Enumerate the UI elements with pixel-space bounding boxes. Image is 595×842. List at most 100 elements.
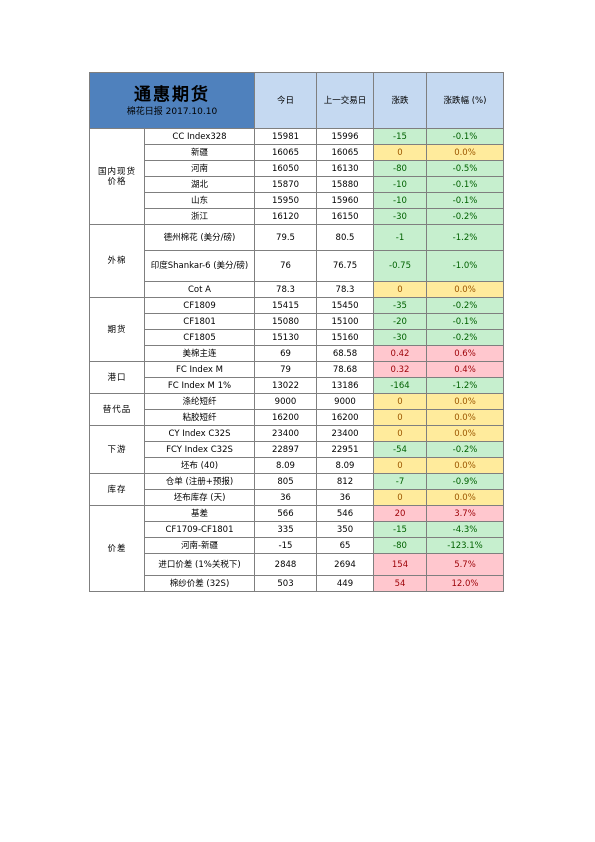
change-pct: 3.7% [426,505,504,522]
today-value: 16050 [254,160,317,177]
item-name: 仓单 (注册+预报) [144,473,255,490]
today-value: 22897 [254,441,317,458]
item-name: CF1709-CF1801 [144,521,255,538]
table-row: 河南 16050 16130 -80 -0.5% [90,160,504,177]
today-value: 79.5 [254,224,317,251]
cotton-daily-report-table: 通惠期货 棉花日报 2017.10.10 今日 上一交易日 涨跌 涨跌幅 (%)… [89,72,504,592]
change-pct: -0.2% [426,441,504,458]
change-value: -15 [373,521,427,538]
col-header-prev: 上一交易日 [316,72,374,129]
today-value: 23400 [254,425,317,442]
col-header-today: 今日 [254,72,317,129]
change-value: -164 [373,377,427,394]
col-header-change: 涨跌 [373,72,427,129]
change-pct: -0.1% [426,128,504,145]
prev-value: 15996 [316,128,374,145]
change-value: 0 [373,409,427,426]
change-pct: 0.0% [426,144,504,161]
item-name: 基差 [144,505,255,522]
prev-value: 22951 [316,441,374,458]
today-value: 78.3 [254,281,317,298]
today-value: 69 [254,345,317,362]
today-value: 9000 [254,393,317,410]
item-name: 美棉主连 [144,345,255,362]
prev-value: 15880 [316,176,374,193]
item-name: Cot A [144,281,255,298]
table-row: 山东 15950 15960 -10 -0.1% [90,192,504,209]
table-row: 棉纱价差 (32S) 503 449 54 12.0% [90,575,504,592]
today-value: 16120 [254,208,317,225]
today-value: 15950 [254,192,317,209]
item-name: 河南 [144,160,255,177]
today-value: 16200 [254,409,317,426]
today-value: 2848 [254,553,317,576]
today-value: 15130 [254,329,317,346]
change-pct: 5.7% [426,553,504,576]
table-row: 替代品 涤纶短纤 9000 9000 0 0.0% [89,393,504,426]
item-name: CF1809 [144,297,255,314]
change-pct: -4.3% [426,521,504,538]
prev-value: 812 [316,473,374,490]
prev-value: 15100 [316,313,374,330]
table-row: 下游 CY Index C32S 23400 23400 0 0.0% [89,425,504,474]
item-name: 新疆 [144,144,255,161]
today-value: 8.09 [254,457,317,474]
change-value: 0.42 [373,345,427,362]
change-pct: 0.0% [426,393,504,410]
change-value: -10 [373,192,427,209]
prev-value: 16065 [316,144,374,161]
today-value: 805 [254,473,317,490]
table-row: 湖北 15870 15880 -10 -0.1% [90,176,504,193]
table-row: 价差 基差 566 546 20 3.7% [89,505,504,592]
table-row: CF1709-CF1801 335 350 -15 -4.3% [90,521,504,538]
prev-value: 15160 [316,329,374,346]
report-title: 通惠期货 [134,84,210,105]
change-value: -80 [373,160,427,177]
change-pct: 0.0% [426,489,504,506]
prev-value: 2694 [316,553,374,576]
change-pct: 12.0% [426,575,504,592]
change-value: 0 [373,425,427,442]
change-value: 20 [373,505,427,522]
prev-value: 13186 [316,377,374,394]
prev-value: 350 [316,521,374,538]
change-value: -7 [373,473,427,490]
table-row: 印度Shankar-6 (美分/磅) 76 76.75 -0.75 -1.0% [90,250,504,282]
item-name: CY Index C32S [144,425,255,442]
change-value: -54 [373,441,427,458]
item-name: 粘胶短纤 [144,409,255,426]
category-label: 外棉 [89,224,145,298]
change-pct: -1.2% [426,224,504,251]
table-row: 期货 CF1809 15415 15450 -35 -0.2% [89,297,504,362]
change-value: -30 [373,329,427,346]
change-pct: -0.1% [426,313,504,330]
prev-value: 36 [316,489,374,506]
item-name: FC Index M 1% [144,377,255,394]
prev-value: 16150 [316,208,374,225]
item-name: 河南-新疆 [144,537,255,554]
prev-value: 8.09 [316,457,374,474]
item-name: 进口价差 (1%关税下) [144,553,255,576]
today-value: 15080 [254,313,317,330]
item-name: 德州棉花 (美分/磅) [144,224,255,251]
today-value: 13022 [254,377,317,394]
prev-value: 546 [316,505,374,522]
category-label: 替代品 [89,393,145,426]
category-label: 库存 [89,473,145,506]
table-row: 坯布 (40) 8.09 8.09 0 0.0% [90,457,504,474]
change-pct: -1.0% [426,250,504,282]
today-value: 36 [254,489,317,506]
change-pct: -0.5% [426,160,504,177]
table-row: 粘胶短纤 16200 16200 0 0.0% [90,409,504,426]
item-name: CC Index328 [144,128,255,145]
table-row: Cot A 78.3 78.3 0 0.0% [90,281,504,298]
table-row: FCY Index C32S 22897 22951 -54 -0.2% [90,441,504,458]
item-name: CF1805 [144,329,255,346]
category-label: 国内现货价格 [89,128,145,225]
table-row: 港口 FC Index M 79 78.68 0.32 0.4% [89,361,504,394]
change-value: -15 [373,128,427,145]
change-value: -80 [373,537,427,554]
item-name: 坯布 (40) [144,457,255,474]
header-row: 通惠期货 棉花日报 2017.10.10 今日 上一交易日 涨跌 涨跌幅 (%) [89,72,504,129]
table-row: FC Index M 1% 13022 13186 -164 -1.2% [90,377,504,394]
